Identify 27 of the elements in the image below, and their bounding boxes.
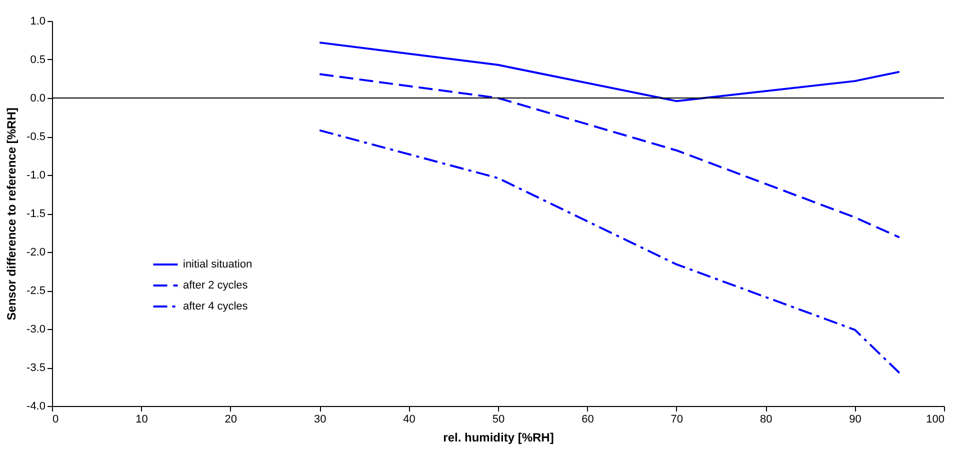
y-tick-label: 0.5 (30, 54, 46, 66)
y-tick-label: -2.5 (26, 285, 46, 297)
x-tick-label: 0 (52, 414, 59, 426)
x-axis-title: rel. humidity [%RH] (443, 430, 554, 444)
x-tick-label: 50 (492, 414, 505, 426)
legend-label: initial situation (183, 258, 252, 270)
x-tick-label: 60 (582, 414, 594, 426)
y-tick-label: -2.0 (26, 246, 46, 258)
x-tick-label: 70 (670, 414, 684, 426)
y-tick-label: -0.5 (26, 131, 46, 143)
y-tick-label: -4.0 (26, 400, 46, 412)
x-tick-label: 30 (314, 414, 326, 426)
y-tick-label: -1.0 (26, 170, 46, 182)
y-tick-label: -1.5 (26, 208, 46, 220)
x-tick-label: 90 (849, 414, 862, 426)
x-tick-label: 20 (224, 414, 238, 426)
x-tick-label: 10 (136, 414, 148, 426)
legend-label: after 4 cycles (183, 300, 248, 312)
y-tick-label: 0.0 (30, 92, 46, 104)
y-tick-label: -3.5 (26, 362, 46, 374)
x-tick-label: 40 (403, 414, 416, 426)
y-tick-label: -3.0 (26, 324, 46, 336)
y-tick-label: 1.0 (30, 16, 46, 28)
x-tick-label: 100 (926, 414, 944, 426)
y-axis-title: Sensor difference to reference [%RH] (4, 108, 19, 320)
legend-label: after 2 cycles (183, 280, 248, 292)
x-tick-label: 80 (760, 414, 772, 426)
